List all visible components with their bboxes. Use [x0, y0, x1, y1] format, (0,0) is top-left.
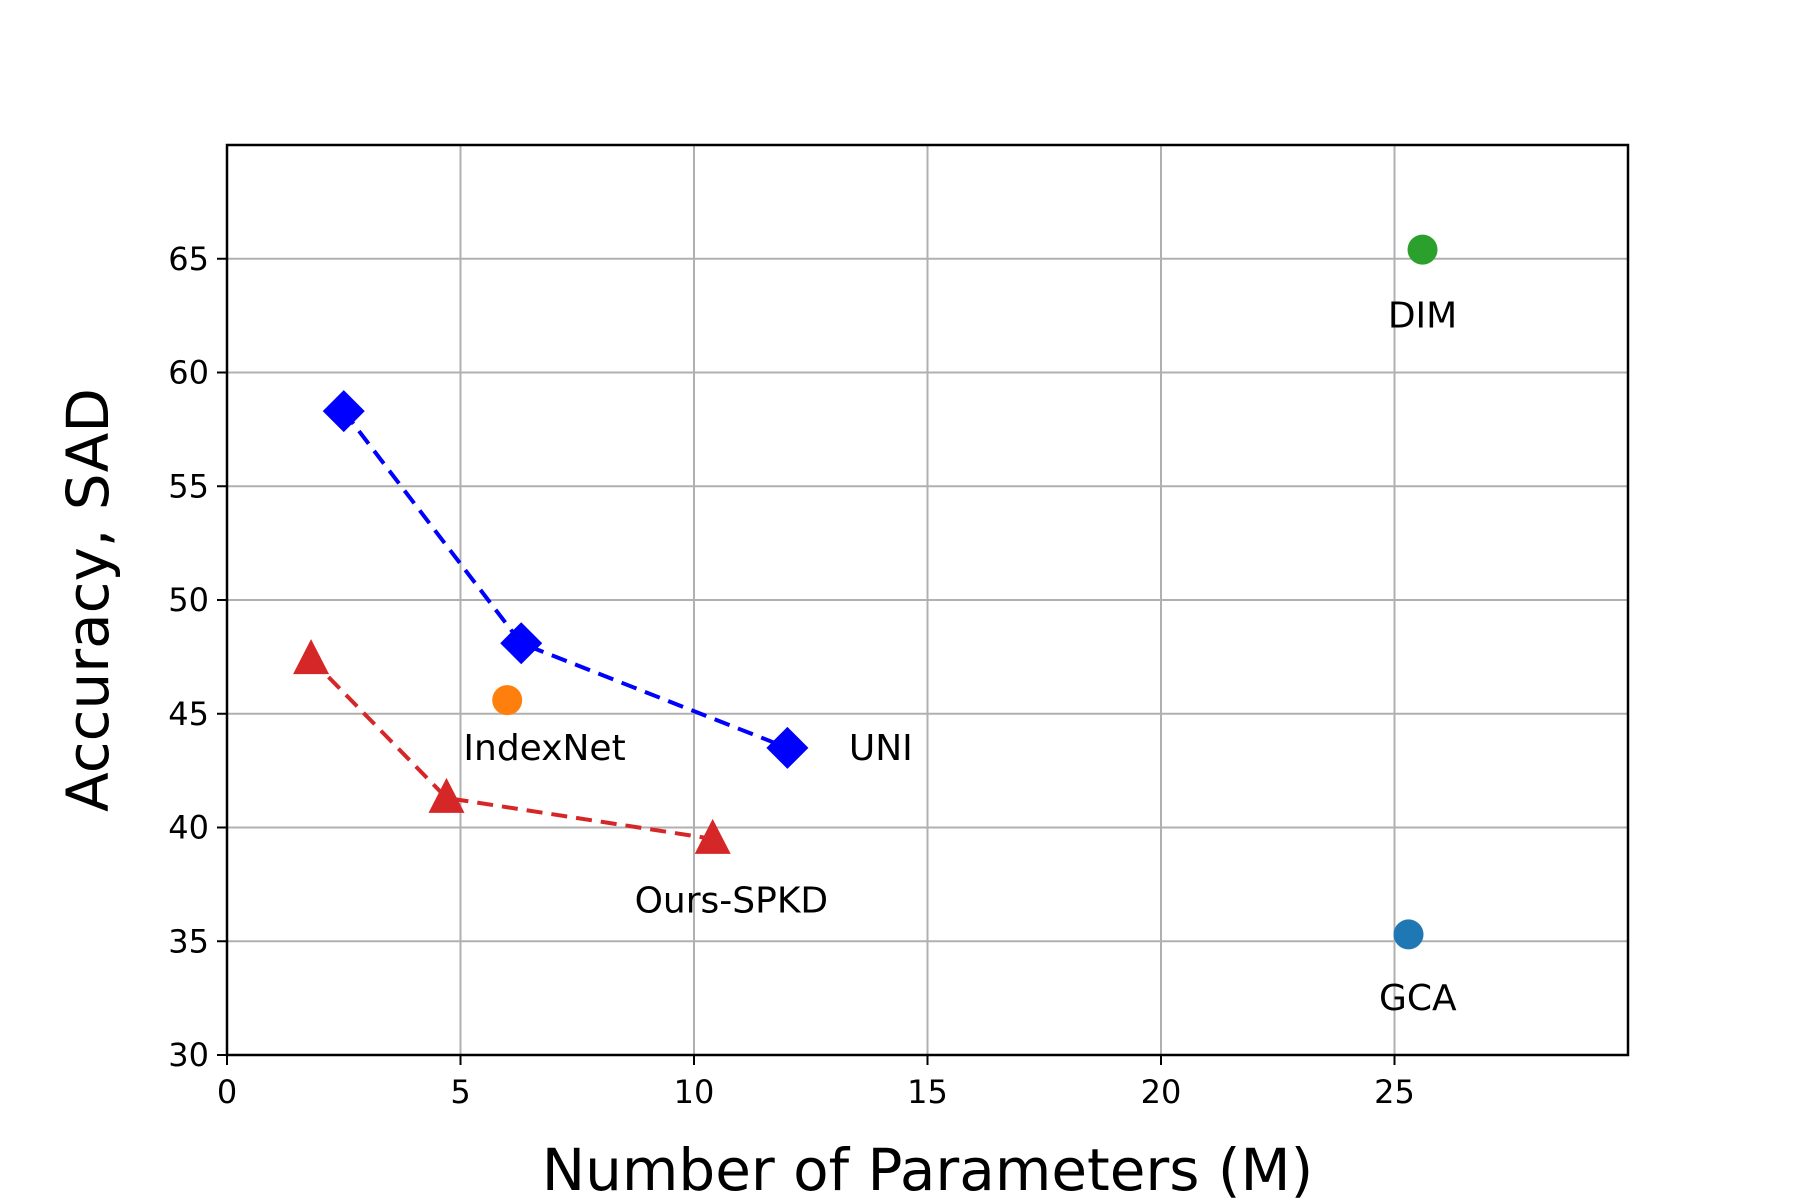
data-point-uni [766, 726, 809, 769]
grid-layer [226, 145, 1628, 1056]
data-point-gca [1393, 919, 1424, 950]
series-gca [1393, 919, 1424, 950]
data-point-uni [322, 390, 365, 433]
x-tick-label: 0 [217, 1073, 237, 1111]
y-tick-label: 60 [168, 354, 209, 392]
y-tick-label: 55 [168, 467, 209, 505]
series-uni [322, 390, 809, 769]
series-layer [293, 234, 1438, 950]
series-ours [293, 639, 731, 854]
annotation-label: IndexNet [463, 728, 625, 769]
series-line-ours [309, 657, 713, 841]
annotation-layer: UNI Ours-SPKD IndexNet DIM GCA [463, 296, 1457, 1020]
x-tick-label: 10 [674, 1073, 715, 1111]
data-point-indexnet [492, 685, 523, 716]
x-tick-label: 15 [907, 1073, 948, 1111]
data-point-dim [1407, 234, 1438, 265]
x-tick-label: 5 [450, 1073, 470, 1111]
data-point-uni [500, 622, 543, 665]
annotation-label: DIM [1388, 296, 1457, 337]
y-tick-label: 40 [168, 809, 209, 847]
annotation-label: Ours-SPKD [635, 880, 829, 921]
data-point-ours [694, 818, 731, 854]
tick-layer: 0 5 10 15 20 25 30 35 40 45 50 55 60 65 [168, 240, 1415, 1111]
y-tick-label: 45 [168, 695, 209, 733]
annotation-label: GCA [1379, 978, 1457, 1019]
y-tick-label: 50 [168, 581, 209, 619]
annotation-label: UNI [849, 728, 913, 769]
y-tick-label: 30 [168, 1036, 209, 1074]
y-tick-label: 65 [168, 240, 209, 278]
y-tick-label: 35 [168, 922, 209, 960]
series-indexnet [492, 685, 523, 716]
y-axis-label: Accuracy, SAD [54, 388, 122, 812]
series-line-uni [342, 409, 789, 750]
x-axis-label: Number of Parameters (M) [542, 1136, 1313, 1200]
series-dim [1407, 234, 1438, 265]
data-point-ours [293, 639, 330, 675]
x-tick-label: 25 [1374, 1073, 1415, 1111]
data-point-ours [428, 777, 465, 813]
x-tick-label: 20 [1141, 1073, 1182, 1111]
